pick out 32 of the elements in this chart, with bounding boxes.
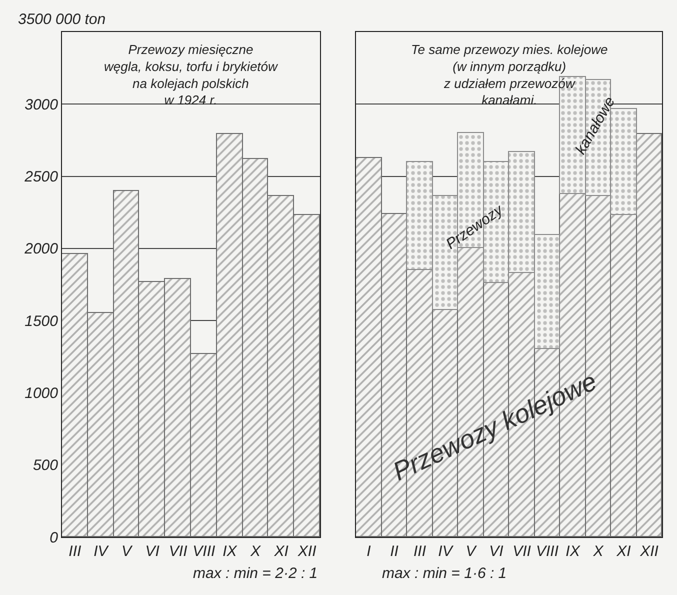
x-tick-label: IV [94,543,110,560]
x-tick-label: XII [296,543,316,560]
x-tick-label: VI [489,543,504,560]
y-tick-label: 1500 [24,312,59,330]
text: max : min = 1·6 : 1 [382,565,507,582]
y-tick-label: 2500 [24,168,59,186]
y-tick-label: 2000 [24,240,59,258]
x-tick-label: I [366,543,371,560]
y-tick-label: 3000 [24,96,59,114]
x-tick-label: IX [222,543,238,560]
y-tick-label: 500 [32,457,59,474]
x-tick-label: XI [616,543,631,560]
x-tick-label: III [413,543,426,560]
x-tick-label: V [466,543,478,560]
x-tick-label: V [121,543,134,560]
x-tick-label: VI [145,543,160,560]
x-tick-label: XII [639,543,658,560]
x-tick-label: IX [566,543,581,560]
x-tick-label: VIII [192,543,216,560]
x-tick-label: VII [168,543,188,560]
text: max : min = 2·2 : 1 [193,565,318,582]
y-tick-label: 0 [50,529,59,546]
x-tick-label: VIII [536,543,559,560]
x-tick-label: III [68,543,82,560]
x-tick-label: VII [512,543,531,560]
x-tick-label: X [592,543,604,560]
x-tick-label: XI [273,543,288,560]
y-axis-title: 3500 000 ton [18,11,106,28]
x-tick-label: X [249,543,262,560]
x-tick-label: II [390,543,398,560]
x-tick-label: IV [438,543,454,560]
y-tick-label: 1000 [24,384,59,402]
